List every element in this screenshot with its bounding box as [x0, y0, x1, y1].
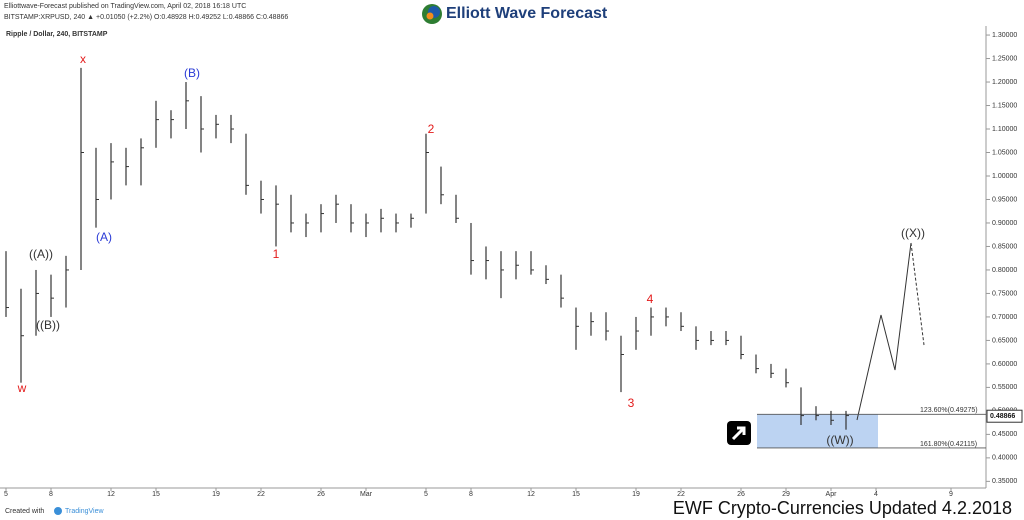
logo-text: Elliott Wave Forecast	[446, 5, 608, 22]
y-tick-label: 1.20000	[992, 79, 1017, 86]
y-tick-label: 0.95000	[992, 196, 1017, 203]
wave-label: ((B))	[36, 318, 60, 332]
logo: Elliott Wave Forecast	[422, 4, 608, 24]
x-tick-label: 26	[317, 491, 325, 498]
x-tick-label: 19	[212, 491, 220, 498]
wave-label: (B)	[184, 66, 200, 80]
logo-icon	[426, 12, 434, 20]
x-tick-label: 26	[737, 491, 745, 498]
wave-labels: x w (A) (B) 1 2 3 4 ((A)) ((B)) ((X)) ((…	[17, 52, 925, 447]
symbol-line: BITSTAMP:XRPUSD, 240 ▲ +0.01050 (+2.2%) …	[4, 14, 288, 21]
chart-title: Ripple / Dollar, 240, BITSTAMP	[6, 31, 108, 38]
banner: EWF Crypto-Currencies Updated 4.2.2018	[673, 498, 1012, 518]
wave-label: ((A))	[29, 247, 53, 261]
y-tick-label: 0.70000	[992, 314, 1017, 321]
projection	[856, 242, 925, 421]
wave-label: 2	[428, 122, 435, 136]
projection-path	[856, 242, 912, 421]
x-tick-label: 4	[874, 491, 878, 498]
brand: TradingView	[65, 508, 104, 515]
x-tick-label: 22	[257, 491, 265, 498]
trend-icon	[727, 421, 751, 445]
y-tick-label: 0.65000	[992, 337, 1017, 344]
last-price-label: 0.48866	[990, 413, 1015, 420]
y-tick-label: 0.40000	[992, 455, 1017, 462]
y-tick-label: 1.00000	[992, 173, 1017, 180]
x-tick-label: 8	[469, 491, 473, 498]
last-price-box	[986, 409, 1023, 423]
y-tick-label: 0.75000	[992, 290, 1017, 297]
wave-label: 1	[273, 247, 280, 261]
wave-label: w	[17, 381, 27, 395]
wave-label: ((X))	[901, 226, 925, 240]
x-tick-label: 22	[677, 491, 685, 498]
y-tick-label: 1.30000	[992, 32, 1017, 39]
x-tick-label: 12	[107, 491, 115, 498]
y-tick-label: 0.90000	[992, 220, 1017, 227]
wave-label: ((W))	[826, 433, 853, 447]
y-tick-label: 0.85000	[992, 243, 1017, 250]
y-tick-label: 0.60000	[992, 361, 1017, 368]
y-tick-label: 0.35000	[992, 478, 1017, 485]
fib-box	[757, 414, 878, 448]
wave-label: 4	[647, 292, 654, 306]
x-tick-label: 12	[527, 491, 535, 498]
x-tick-label: 15	[572, 491, 580, 498]
x-tick-label: 29	[782, 491, 790, 498]
x-tick-label: 5	[4, 491, 8, 498]
price-bars	[5, 67, 849, 430]
fib-label: 161.80%(0.42115)	[920, 441, 977, 448]
wave-label: 3	[628, 396, 635, 410]
fib-label: 123.60%(0.49275)	[920, 407, 978, 414]
x-tick-label: 5	[424, 491, 428, 498]
published: Elliottwave-Forecast published on Tradin…	[4, 3, 246, 10]
y-tick-label: 1.15000	[992, 102, 1017, 109]
x-tick-label: 19	[632, 491, 640, 498]
brand-icon	[54, 507, 62, 515]
x-tick-label: 8	[49, 491, 53, 498]
x-tick-label: Mar	[360, 491, 373, 498]
icon-arrow	[731, 426, 746, 441]
wave-label: (A)	[96, 230, 112, 244]
wave-label: x	[80, 52, 86, 66]
x-tick-label: 9	[949, 491, 953, 498]
y-tick-label: 1.10000	[992, 126, 1017, 133]
y-tick-label: 0.55000	[992, 384, 1017, 391]
projection-path	[910, 242, 925, 346]
x-tick-label: 15	[152, 491, 160, 498]
y-tick-label: 1.05000	[992, 149, 1017, 156]
y-tick-label: 1.25000	[992, 55, 1017, 62]
created-with: Created with	[5, 508, 44, 515]
y-tick-label: 0.45000	[992, 431, 1017, 438]
y-tick-label: 0.80000	[992, 267, 1017, 274]
x-tick-label: Apr	[826, 491, 838, 498]
